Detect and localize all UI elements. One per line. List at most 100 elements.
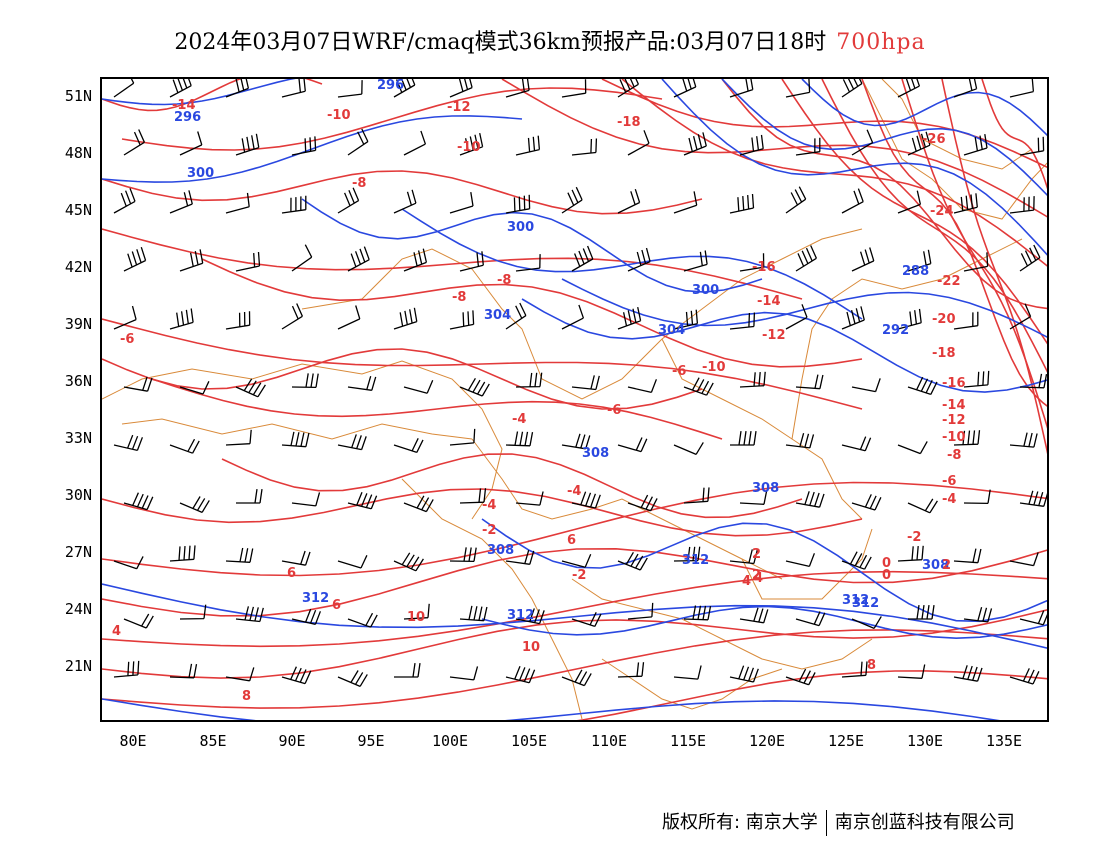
wind-barb [729, 549, 758, 565]
lat-label: 36N [64, 372, 92, 390]
wind-barb [561, 186, 583, 214]
wind-barb [617, 551, 648, 571]
lat-label: 30N [64, 486, 92, 504]
wind-barb [1009, 196, 1035, 214]
wind-barb [515, 135, 541, 156]
temperature-contour [121, 87, 663, 151]
wind-barb [281, 431, 310, 448]
wind-barb [963, 489, 991, 505]
boundary-line [541, 228, 863, 400]
wind-barb [459, 132, 484, 156]
wind-barb [505, 550, 535, 565]
wind-barb [729, 79, 754, 98]
wind-barb [673, 309, 699, 330]
wind-barb [337, 555, 368, 569]
copyright-left: 版权所有: 南京大学 [662, 812, 818, 833]
wind-barb [897, 545, 924, 562]
temperature-label: -8 [452, 290, 466, 305]
wind-barb [281, 550, 311, 566]
height-label: 312 [302, 591, 329, 606]
temperature-label: -24 [930, 204, 954, 219]
wind-barb [113, 79, 135, 98]
temperature-label: -16 [752, 260, 776, 275]
boundary-line [471, 438, 783, 580]
wind-barb [785, 668, 816, 686]
temperature-label: -4 [942, 492, 956, 507]
wind-barb [908, 605, 935, 620]
wind-barb [225, 547, 254, 563]
wind-barb [347, 246, 370, 272]
boundary-line [121, 418, 473, 440]
wind-barb [627, 602, 654, 620]
temperature-contour [621, 79, 1047, 267]
wind-barb [515, 254, 541, 272]
temperature-contour [102, 570, 1047, 648]
wind-barb [169, 663, 198, 679]
wind-barb [841, 306, 865, 330]
wind-barb [179, 249, 204, 272]
wind-barb [403, 495, 434, 513]
wind-barb [673, 442, 704, 455]
temperature-label: -12 [762, 328, 786, 343]
wind-barb [337, 80, 363, 98]
wind-barb [673, 546, 701, 562]
temperature-contour [221, 453, 803, 519]
lon-label: 85E [199, 732, 227, 750]
temperature-label: 8 [242, 689, 251, 704]
geopotential-contour [481, 605, 1047, 640]
geopotential-contour [561, 278, 1047, 338]
wind-barb [281, 666, 312, 685]
temperature-label: 0 [882, 556, 891, 571]
height-label: 300 [187, 166, 214, 181]
geopotential-contour [661, 79, 1047, 256]
temperature-label: -14 [757, 294, 781, 309]
wind-barb [393, 189, 417, 214]
wind-barb [347, 128, 369, 156]
wind-barb [617, 437, 648, 453]
wind-barb [907, 131, 931, 156]
wind-barb [403, 380, 434, 394]
temperature-label: -6 [120, 332, 134, 347]
wind-barb [963, 252, 989, 272]
geopotential-contour [801, 79, 1047, 137]
wind-barb [281, 195, 307, 214]
temperature-label: -20 [932, 312, 956, 327]
temperature-label: -4 [567, 484, 581, 499]
wind-barb [337, 187, 360, 214]
wind-barb [897, 441, 928, 455]
footer-separator [825, 810, 827, 836]
wind-barb [561, 554, 592, 568]
temperature-label: -18 [617, 115, 641, 130]
wind-barb [505, 665, 536, 684]
temperature-contour [102, 488, 863, 537]
temperature-contour [981, 79, 1047, 190]
wind-barb [897, 79, 921, 98]
temperature-label: -4 [482, 498, 496, 513]
temperature-label: 10 [522, 640, 540, 655]
wind-barb [1009, 552, 1039, 567]
map-frame[interactable]: 296 296 300 300 300 304 304 292 288 308 308 312 312 3… [100, 77, 1049, 722]
wind-barb [291, 492, 321, 507]
wind-barb [841, 79, 863, 98]
wind-barb [953, 548, 982, 564]
temperature-label: 0 [882, 568, 891, 583]
wind-barb [1019, 136, 1045, 156]
wind-barb [561, 304, 585, 330]
wind-barb [449, 666, 479, 681]
temperature-label: -12 [942, 413, 966, 428]
wind-barb [1019, 373, 1047, 389]
lon-label: 110E [590, 732, 628, 750]
wind-barb [907, 376, 938, 396]
wind-barb [627, 494, 658, 512]
wind-barb [795, 611, 826, 627]
temperature-label: -16 [942, 376, 966, 391]
wind-barb [337, 670, 368, 687]
wind-barb [347, 376, 377, 391]
wind-barb [617, 662, 645, 678]
boundary-lines [102, 79, 1047, 720]
temperature-label: -6 [942, 474, 956, 489]
lon-label: 115E [669, 732, 707, 750]
wind-barb [729, 312, 756, 330]
lat-label: 48N [64, 144, 92, 162]
